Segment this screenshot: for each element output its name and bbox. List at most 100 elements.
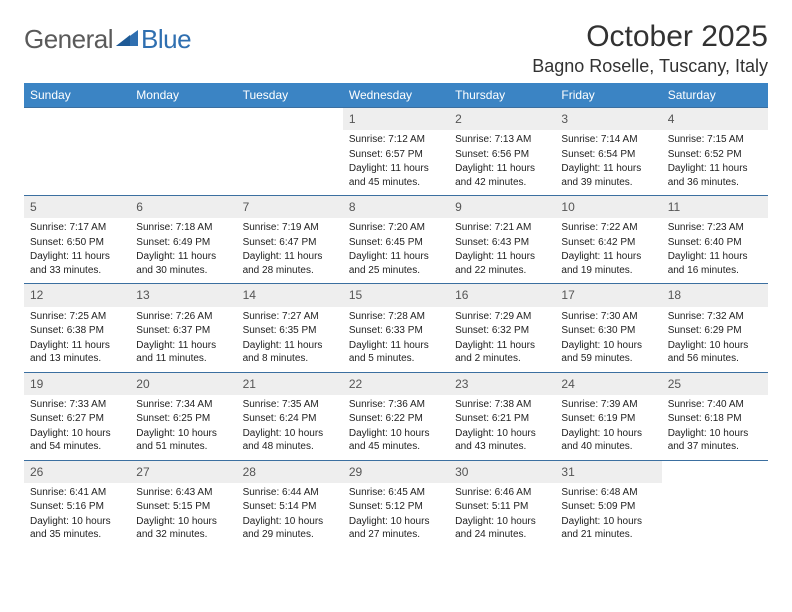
- sunset-text: Sunset: 6:21 PM: [455, 412, 549, 426]
- sunset-text: Sunset: 5:14 PM: [243, 500, 337, 514]
- day-number: 14: [237, 284, 343, 306]
- daylight-text: Daylight: 11 hours and 16 minutes.: [668, 250, 762, 277]
- sunrise-text: Sunrise: 6:46 AM: [455, 486, 549, 500]
- day-cell: [130, 108, 236, 196]
- sunset-text: Sunset: 6:19 PM: [561, 412, 655, 426]
- day-body: Sunrise: 7:39 AMSunset: 6:19 PMDaylight:…: [555, 395, 661, 460]
- day-body: Sunrise: 7:30 AMSunset: 6:30 PMDaylight:…: [555, 307, 661, 372]
- sunset-text: Sunset: 5:16 PM: [30, 500, 124, 514]
- weekday-header: Monday: [130, 83, 236, 108]
- day-body: Sunrise: 6:43 AMSunset: 5:15 PMDaylight:…: [130, 483, 236, 548]
- day-cell: 19Sunrise: 7:33 AMSunset: 6:27 PMDayligh…: [24, 372, 130, 460]
- day-number: 17: [555, 284, 661, 306]
- day-cell: 12Sunrise: 7:25 AMSunset: 6:38 PMDayligh…: [24, 284, 130, 372]
- logo: General Blue: [24, 20, 191, 55]
- sunrise-text: Sunrise: 7:34 AM: [136, 398, 230, 412]
- day-number: 6: [130, 196, 236, 218]
- sunrise-text: Sunrise: 7:21 AM: [455, 221, 549, 235]
- calendar-table: Sunday Monday Tuesday Wednesday Thursday…: [24, 83, 768, 548]
- sunset-text: Sunset: 6:45 PM: [349, 236, 443, 250]
- day-body: Sunrise: 7:36 AMSunset: 6:22 PMDaylight:…: [343, 395, 449, 460]
- day-body: Sunrise: 7:25 AMSunset: 6:38 PMDaylight:…: [24, 307, 130, 372]
- day-body: Sunrise: 7:23 AMSunset: 6:40 PMDaylight:…: [662, 218, 768, 283]
- sunset-text: Sunset: 6:38 PM: [30, 324, 124, 338]
- day-cell: 29Sunrise: 6:45 AMSunset: 5:12 PMDayligh…: [343, 460, 449, 548]
- daylight-text: Daylight: 10 hours and 54 minutes.: [30, 427, 124, 454]
- day-number: 29: [343, 461, 449, 483]
- sunrise-text: Sunrise: 7:27 AM: [243, 310, 337, 324]
- sunrise-text: Sunrise: 7:14 AM: [561, 133, 655, 147]
- day-number: 25: [662, 373, 768, 395]
- sunrise-text: Sunrise: 7:38 AM: [455, 398, 549, 412]
- day-body: Sunrise: 7:35 AMSunset: 6:24 PMDaylight:…: [237, 395, 343, 460]
- day-body: Sunrise: 7:29 AMSunset: 6:32 PMDaylight:…: [449, 307, 555, 372]
- day-cell: 28Sunrise: 6:44 AMSunset: 5:14 PMDayligh…: [237, 460, 343, 548]
- week-row: 12Sunrise: 7:25 AMSunset: 6:38 PMDayligh…: [24, 284, 768, 372]
- day-cell: 20Sunrise: 7:34 AMSunset: 6:25 PMDayligh…: [130, 372, 236, 460]
- daylight-text: Daylight: 11 hours and 33 minutes.: [30, 250, 124, 277]
- day-body: Sunrise: 7:27 AMSunset: 6:35 PMDaylight:…: [237, 307, 343, 372]
- day-number: [130, 108, 236, 114]
- sunrise-text: Sunrise: 7:20 AM: [349, 221, 443, 235]
- sunset-text: Sunset: 6:32 PM: [455, 324, 549, 338]
- day-body: Sunrise: 7:17 AMSunset: 6:50 PMDaylight:…: [24, 218, 130, 283]
- daylight-text: Daylight: 11 hours and 5 minutes.: [349, 339, 443, 366]
- sunset-text: Sunset: 6:52 PM: [668, 148, 762, 162]
- logo-text-left: General: [24, 24, 113, 55]
- day-cell: 8Sunrise: 7:20 AMSunset: 6:45 PMDaylight…: [343, 196, 449, 284]
- day-body: Sunrise: 7:14 AMSunset: 6:54 PMDaylight:…: [555, 130, 661, 195]
- day-cell: 2Sunrise: 7:13 AMSunset: 6:56 PMDaylight…: [449, 108, 555, 196]
- sunset-text: Sunset: 6:24 PM: [243, 412, 337, 426]
- daylight-text: Daylight: 10 hours and 21 minutes.: [561, 515, 655, 542]
- sunrise-text: Sunrise: 7:36 AM: [349, 398, 443, 412]
- week-row: 26Sunrise: 6:41 AMSunset: 5:16 PMDayligh…: [24, 460, 768, 548]
- sunset-text: Sunset: 6:37 PM: [136, 324, 230, 338]
- sunrise-text: Sunrise: 7:39 AM: [561, 398, 655, 412]
- sunrise-text: Sunrise: 7:33 AM: [30, 398, 124, 412]
- sunset-text: Sunset: 6:56 PM: [455, 148, 549, 162]
- sunrise-text: Sunrise: 6:48 AM: [561, 486, 655, 500]
- daylight-text: Daylight: 11 hours and 8 minutes.: [243, 339, 337, 366]
- day-number: 3: [555, 108, 661, 130]
- day-body: Sunrise: 7:22 AMSunset: 6:42 PMDaylight:…: [555, 218, 661, 283]
- daylight-text: Daylight: 10 hours and 40 minutes.: [561, 427, 655, 454]
- daylight-text: Daylight: 10 hours and 35 minutes.: [30, 515, 124, 542]
- daylight-text: Daylight: 11 hours and 11 minutes.: [136, 339, 230, 366]
- day-body: Sunrise: 7:18 AMSunset: 6:49 PMDaylight:…: [130, 218, 236, 283]
- day-number: 12: [24, 284, 130, 306]
- day-number: 24: [555, 373, 661, 395]
- daylight-text: Daylight: 10 hours and 27 minutes.: [349, 515, 443, 542]
- week-row: 1Sunrise: 7:12 AMSunset: 6:57 PMDaylight…: [24, 108, 768, 196]
- day-cell: 17Sunrise: 7:30 AMSunset: 6:30 PMDayligh…: [555, 284, 661, 372]
- daylight-text: Daylight: 10 hours and 59 minutes.: [561, 339, 655, 366]
- day-cell: 4Sunrise: 7:15 AMSunset: 6:52 PMDaylight…: [662, 108, 768, 196]
- day-cell: 11Sunrise: 7:23 AMSunset: 6:40 PMDayligh…: [662, 196, 768, 284]
- logo-triangle-icon: [116, 28, 138, 48]
- day-cell: [24, 108, 130, 196]
- sunset-text: Sunset: 6:27 PM: [30, 412, 124, 426]
- sunrise-text: Sunrise: 7:19 AM: [243, 221, 337, 235]
- daylight-text: Daylight: 11 hours and 45 minutes.: [349, 162, 443, 189]
- sunrise-text: Sunrise: 7:29 AM: [455, 310, 549, 324]
- sunset-text: Sunset: 6:57 PM: [349, 148, 443, 162]
- day-number: 19: [24, 373, 130, 395]
- day-cell: 27Sunrise: 6:43 AMSunset: 5:15 PMDayligh…: [130, 460, 236, 548]
- sunset-text: Sunset: 6:49 PM: [136, 236, 230, 250]
- day-number: 13: [130, 284, 236, 306]
- weekday-header: Saturday: [662, 83, 768, 108]
- day-cell: [662, 460, 768, 548]
- day-number: 4: [662, 108, 768, 130]
- day-body: Sunrise: 7:33 AMSunset: 6:27 PMDaylight:…: [24, 395, 130, 460]
- logo-text-right: Blue: [141, 24, 191, 55]
- daylight-text: Daylight: 11 hours and 42 minutes.: [455, 162, 549, 189]
- header: General Blue October 2025 Bagno Roselle,…: [24, 20, 768, 77]
- daylight-text: Daylight: 10 hours and 56 minutes.: [668, 339, 762, 366]
- sunset-text: Sunset: 5:11 PM: [455, 500, 549, 514]
- day-number: 22: [343, 373, 449, 395]
- day-body: Sunrise: 6:41 AMSunset: 5:16 PMDaylight:…: [24, 483, 130, 548]
- sunrise-text: Sunrise: 6:44 AM: [243, 486, 337, 500]
- day-cell: [237, 108, 343, 196]
- weekday-header: Wednesday: [343, 83, 449, 108]
- day-body: Sunrise: 7:12 AMSunset: 6:57 PMDaylight:…: [343, 130, 449, 195]
- day-cell: 25Sunrise: 7:40 AMSunset: 6:18 PMDayligh…: [662, 372, 768, 460]
